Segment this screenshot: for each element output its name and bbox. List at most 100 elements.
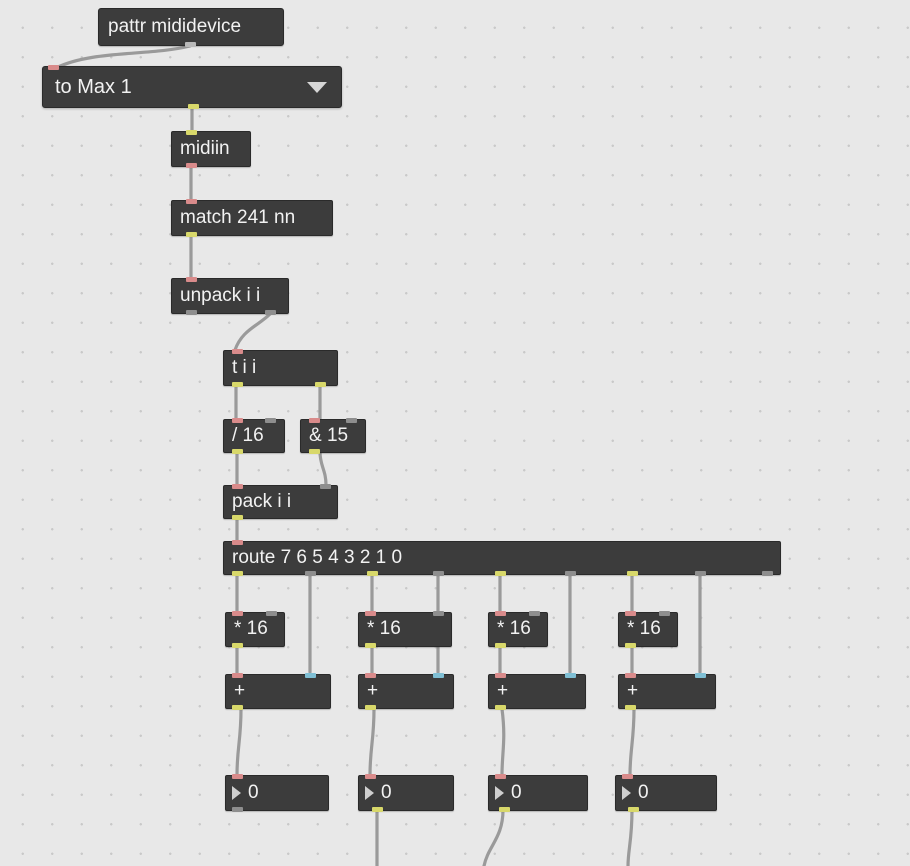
umenu-midi-device-selector[interactable]: to Max 1 — [42, 65, 342, 109]
object-trigger[interactable]: t i i — [223, 349, 338, 387]
inlet-right[interactable] — [659, 611, 670, 616]
outlet[interactable] — [495, 643, 506, 648]
object-plus-3[interactable]: + — [488, 673, 586, 710]
number-box-1[interactable]: 0 — [225, 774, 329, 812]
inlet-left[interactable] — [309, 418, 320, 423]
outlet[interactable] — [628, 807, 639, 812]
object-multiply-16-2[interactable]: * 16 — [358, 611, 452, 648]
outlet-3[interactable] — [433, 571, 444, 576]
inlet-left[interactable] — [495, 673, 506, 678]
inlet-right[interactable] — [305, 673, 316, 678]
inlet[interactable] — [232, 349, 243, 354]
outlet-left[interactable] — [186, 310, 197, 315]
number-box-triangle-icon — [232, 786, 241, 800]
object-multiply-16-4[interactable]: * 16 — [618, 611, 678, 648]
outlet[interactable] — [365, 643, 376, 648]
object-route[interactable]: route 7 6 5 4 3 2 1 0 — [223, 540, 781, 576]
inlet[interactable] — [622, 774, 633, 779]
inlet-left[interactable] — [232, 611, 243, 616]
outlet[interactable] — [188, 104, 199, 109]
outlet[interactable] — [232, 449, 243, 454]
inlet-left[interactable] — [232, 673, 243, 678]
umenu-selected-value: to Max 1 — [55, 75, 132, 98]
inlet-right[interactable] — [695, 673, 706, 678]
object-divide-16-label: / 16 — [232, 424, 264, 446]
outlet-0[interactable] — [232, 571, 243, 576]
outlet-7[interactable] — [695, 571, 706, 576]
object-pack[interactable]: pack i i — [223, 484, 338, 520]
number-box-3-value: 0 — [511, 782, 522, 803]
outlet[interactable] — [625, 705, 636, 710]
number-box-2[interactable]: 0 — [358, 774, 454, 812]
inlet-right[interactable] — [433, 673, 444, 678]
inlet[interactable] — [186, 199, 197, 204]
object-match[interactable]: match 241 nn — [171, 199, 333, 237]
outlet[interactable] — [365, 705, 376, 710]
inlet-right[interactable] — [529, 611, 540, 616]
number-box-4[interactable]: 0 — [615, 774, 717, 812]
number-box-4-value: 0 — [638, 782, 649, 803]
inlet[interactable] — [48, 65, 59, 70]
inlet-right[interactable] — [266, 611, 277, 616]
object-unpack-label: unpack i i — [180, 284, 261, 306]
outlet[interactable] — [186, 232, 197, 237]
outlet-4[interactable] — [495, 571, 506, 576]
inlet-right[interactable] — [565, 673, 576, 678]
outlet-1[interactable] — [305, 571, 316, 576]
outlet-6[interactable] — [627, 571, 638, 576]
object-multiply-16-1[interactable]: * 16 — [225, 611, 285, 648]
inlet[interactable] — [365, 774, 376, 779]
outlet[interactable] — [232, 515, 243, 520]
inlet[interactable] — [232, 774, 243, 779]
inlet[interactable] — [186, 277, 197, 282]
number-box-3[interactable]: 0 — [488, 774, 588, 812]
inlet-left[interactable] — [232, 484, 243, 489]
inlet-right[interactable] — [433, 611, 444, 616]
object-plus-2[interactable]: + — [358, 673, 454, 710]
inlet-right[interactable] — [346, 418, 357, 423]
object-plus-1[interactable]: + — [225, 673, 331, 710]
inlet-left[interactable] — [495, 611, 506, 616]
outlet[interactable] — [185, 42, 196, 47]
object-pattr-mididevice-label: pattr mididevice — [108, 16, 242, 37]
outlet[interactable] — [232, 705, 243, 710]
inlet[interactable] — [186, 130, 197, 135]
outlet[interactable] — [372, 807, 383, 812]
inlet-left[interactable] — [365, 673, 376, 678]
object-plus-4[interactable]: + — [618, 673, 716, 710]
object-plus-3-label: + — [497, 680, 509, 701]
inlet-left[interactable] — [625, 673, 636, 678]
outlet[interactable] — [309, 449, 320, 454]
inlet[interactable] — [495, 774, 506, 779]
inlet-left[interactable] — [232, 418, 243, 423]
outlet[interactable] — [495, 705, 506, 710]
outlet-8[interactable] — [762, 571, 773, 576]
outlet[interactable] — [186, 163, 197, 168]
outlet-left[interactable] — [232, 382, 243, 387]
outlet-2[interactable] — [367, 571, 378, 576]
object-and-15[interactable]: & 15 — [300, 418, 366, 454]
object-route-label: route 7 6 5 4 3 2 1 0 — [232, 546, 403, 568]
inlet-left[interactable] — [625, 611, 636, 616]
object-midiin[interactable]: midiin — [171, 130, 251, 168]
outlet-right[interactable] — [315, 382, 326, 387]
object-pattr-mididevice[interactable]: pattr mididevice — [98, 8, 284, 47]
outlet[interactable] — [232, 807, 243, 812]
outlet-5[interactable] — [565, 571, 576, 576]
number-box-triangle-icon — [495, 786, 504, 800]
number-box-triangle-icon — [622, 786, 631, 800]
inlet-right[interactable] — [320, 484, 331, 489]
object-multiply-16-3[interactable]: * 16 — [488, 611, 548, 648]
outlet[interactable] — [232, 643, 243, 648]
outlet[interactable] — [625, 643, 636, 648]
object-unpack[interactable]: unpack i i — [171, 277, 289, 315]
inlet-left[interactable] — [365, 611, 376, 616]
object-pack-label: pack i i — [232, 490, 292, 512]
inlet-right[interactable] — [265, 418, 276, 423]
outlet[interactable] — [499, 807, 510, 812]
object-divide-16[interactable]: / 16 — [223, 418, 285, 454]
inlet[interactable] — [232, 540, 243, 545]
outlet-right[interactable] — [265, 310, 276, 315]
